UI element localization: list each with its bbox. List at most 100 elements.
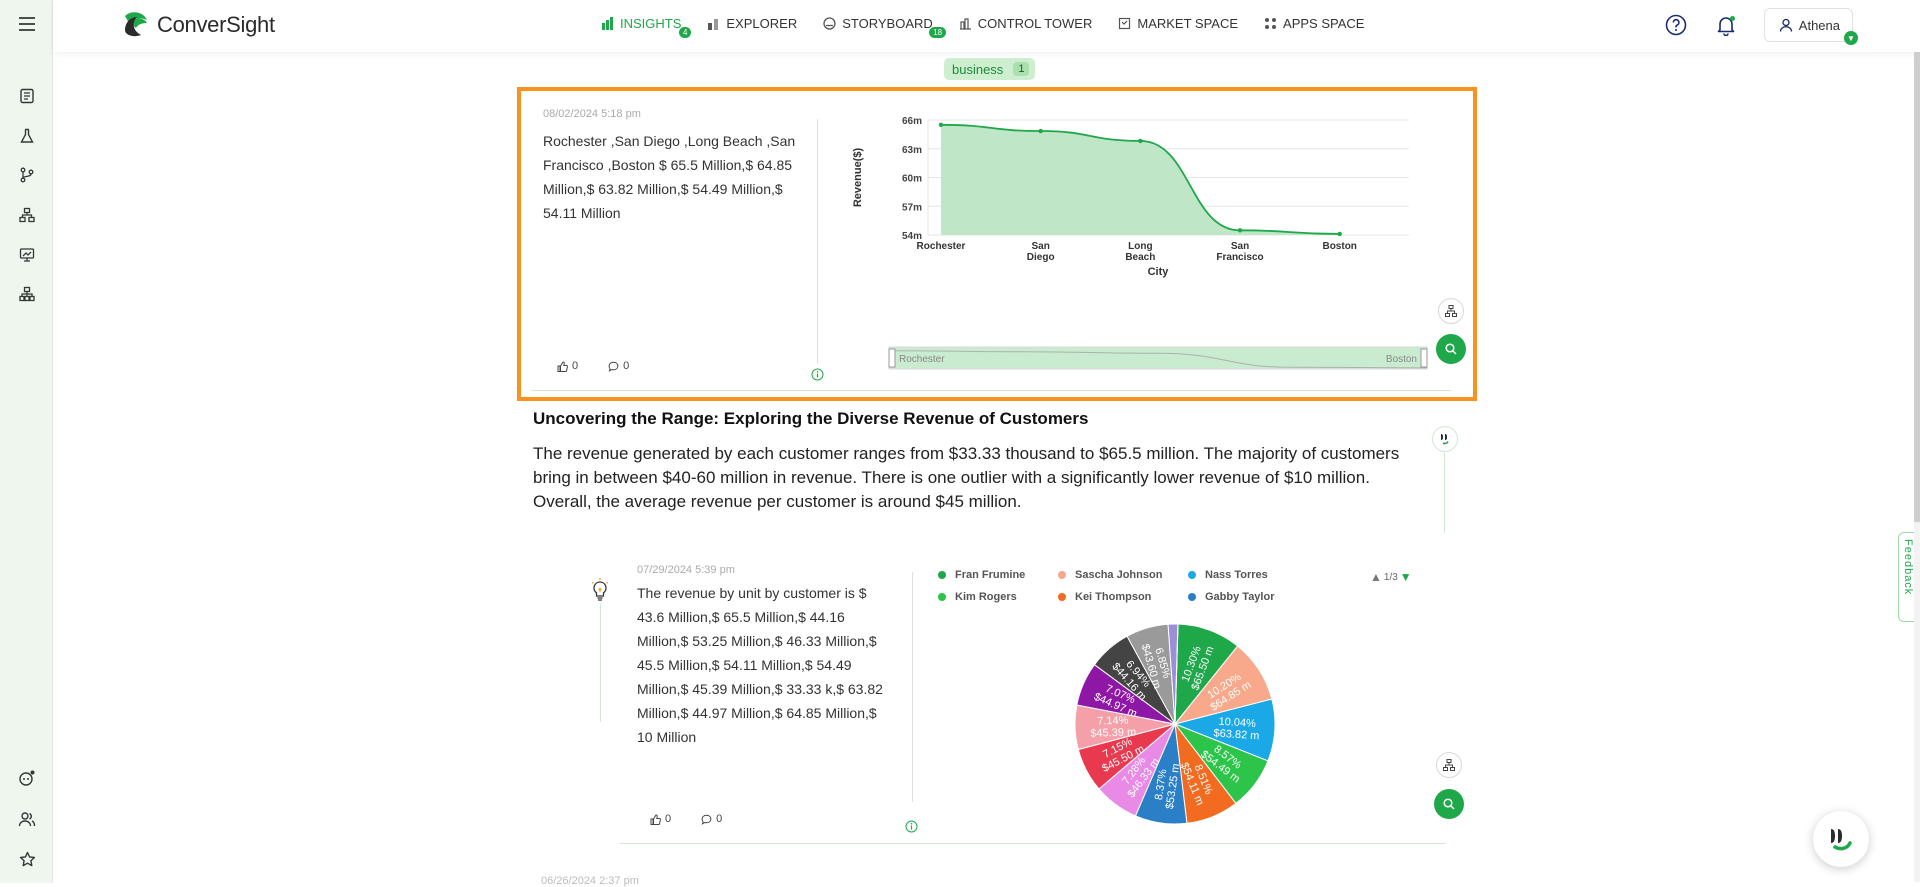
org-chart-icon[interactable] (16, 283, 38, 305)
insights-list-icon[interactable] (16, 85, 38, 107)
range-slider-track (888, 346, 1428, 370)
like-icon[interactable] (557, 360, 568, 372)
y-tick-label: 66m (902, 116, 922, 127)
notifications-button[interactable] (1714, 13, 1738, 37)
legend-item[interactable]: Nass Torres (1188, 569, 1268, 581)
nav-control-tower-label: CONTROL TOWER (977, 15, 1093, 31)
nav-apps-space[interactable]: APPS SPACE (1264, 14, 1364, 32)
pie-slice-value: $45.39 m (1090, 726, 1136, 740)
nav-market-space[interactable]: MARKET SPACE (1118, 14, 1238, 32)
x-tick-label: San (1231, 241, 1249, 252)
search-icon (1443, 798, 1455, 810)
brain-bot-icon[interactable] (16, 767, 38, 789)
pie-slice-value: $63.82 m (1213, 727, 1260, 742)
market-space-icon (1119, 17, 1131, 29)
conversight-logo[interactable]: ConverSight (121, 10, 275, 40)
comment-icon[interactable] (701, 814, 712, 825)
users-icon[interactable] (16, 808, 38, 830)
ai-assistant-badge[interactable] (1432, 426, 1458, 452)
comment-icon[interactable] (608, 361, 619, 372)
area-point (1337, 231, 1342, 237)
range-slider-start-handle[interactable] (888, 348, 896, 368)
page-scrollbar[interactable] (1914, 52, 1920, 882)
legend-label: Sascha Johnson (1075, 569, 1163, 581)
nav-explorer[interactable]: EXPLORER (707, 14, 797, 32)
legend-item[interactable]: Gabby Taylor (1188, 591, 1274, 603)
x-tick-label: San (1032, 241, 1050, 252)
nav-explorer-label: EXPLORER (726, 15, 798, 31)
y-axis-label: Revenue($) (852, 148, 864, 208)
conversight-bot-icon (1441, 434, 1449, 445)
x-tick-label: Long (1128, 241, 1152, 252)
card2-summary: The revenue by unit by customer is $ 43.… (637, 585, 883, 745)
bar-chart-icon (602, 16, 613, 30)
x-tick-label: Diego (1027, 252, 1055, 263)
legend-item[interactable]: Fran Frumine (938, 569, 1025, 581)
legend-item[interactable]: Sascha Johnson (1058, 569, 1162, 581)
user-icon (1779, 18, 1792, 32)
hamburger-menu-icon[interactable] (16, 13, 38, 35)
pager-prev-icon[interactable]: ▲ (1370, 570, 1382, 584)
legend-item[interactable]: Kei Thompson (1058, 591, 1151, 603)
help-button[interactable] (1664, 13, 1688, 37)
range-slider-sparkline (888, 350, 1428, 369)
nav-storyboard[interactable]: STORYBOARD 18 (823, 14, 947, 38)
x-axis-label: City (1148, 266, 1170, 278)
legend-color-swatch (1188, 571, 1196, 579)
legend-label: Kei Thompson (1075, 591, 1152, 603)
pager-next-icon[interactable]: ▼ (1399, 570, 1412, 584)
user-name: Athena (1798, 17, 1840, 33)
x-tick-label: Rochester (917, 241, 966, 252)
pie-slice-label: 7.14%$45.39 m (1090, 715, 1136, 740)
nav-control-tower[interactable]: CONTROL TOWER (959, 14, 1093, 32)
insight-title: Uncovering the Range: Exploring the Dive… (533, 409, 1089, 428)
like-icon[interactable] (650, 813, 661, 825)
nav-insights[interactable]: INSIGHTS 4 (601, 14, 692, 38)
scrollbar-thumb[interactable] (1914, 52, 1920, 522)
user-menu-button[interactable]: Athena ▼ (1763, 8, 1858, 45)
range-slider-end-handle[interactable] (1420, 348, 1428, 368)
nav-storyboard-label: STORYBOARD (842, 15, 933, 31)
legend-label: Kim Rogers (955, 591, 1017, 603)
x-tick-label: Beach (1125, 252, 1155, 263)
drilldown-button[interactable] (1438, 298, 1464, 324)
card2-zoom-button[interactable] (1434, 789, 1464, 819)
range-slider-start-label: Rochester (899, 354, 945, 365)
area-point (1038, 128, 1043, 134)
zoom-button[interactable] (1436, 334, 1466, 364)
info-icon[interactable] (811, 368, 824, 381)
legend-item[interactable]: Kim Rogers (938, 591, 1017, 603)
reactions: 0 0 (557, 360, 659, 372)
card2-drilldown-button[interactable] (1436, 752, 1462, 778)
pie-slice-pct: 7.14% (1097, 715, 1129, 728)
top-right-actions: Athena ▼ (1664, 8, 1858, 45)
area-point (1138, 138, 1143, 144)
range-slider-end-label: Boston (1386, 354, 1417, 365)
like-count: 0 (572, 360, 579, 372)
presentation-icon[interactable] (16, 244, 38, 266)
legend-color-swatch (938, 593, 946, 601)
info-icon[interactable] (905, 820, 918, 833)
insight-connector-line (1444, 453, 1445, 533)
card2-date: 07/29/2024 5:39 pm (637, 564, 735, 576)
tag-filter-business[interactable]: business 1 (944, 58, 1036, 80)
star-icon[interactable] (16, 848, 38, 870)
hierarchy-icon (1443, 759, 1455, 771)
branch-icon[interactable] (16, 164, 38, 186)
area-series-fill (941, 124, 1340, 235)
conversight-bot-icon (1831, 829, 1852, 851)
storyboard-icon (823, 16, 836, 30)
card2-left-line (600, 604, 601, 722)
hierarchy-icon[interactable] (16, 204, 38, 226)
control-tower-icon (959, 17, 971, 30)
explorer-icon (708, 18, 719, 30)
chat-assistant-button[interactable] (1813, 811, 1869, 867)
card-date: 08/02/2024 5:18 pm (543, 108, 641, 120)
left-rail (0, 0, 53, 883)
pie-slice-pct: 8.37% (1153, 768, 1169, 801)
nav-market-space-label: MARKET SPACE (1137, 15, 1239, 31)
card2-reactions: 0 0 (650, 813, 752, 825)
flask-icon[interactable] (16, 125, 38, 147)
pie-slice (1174, 623, 1179, 725)
